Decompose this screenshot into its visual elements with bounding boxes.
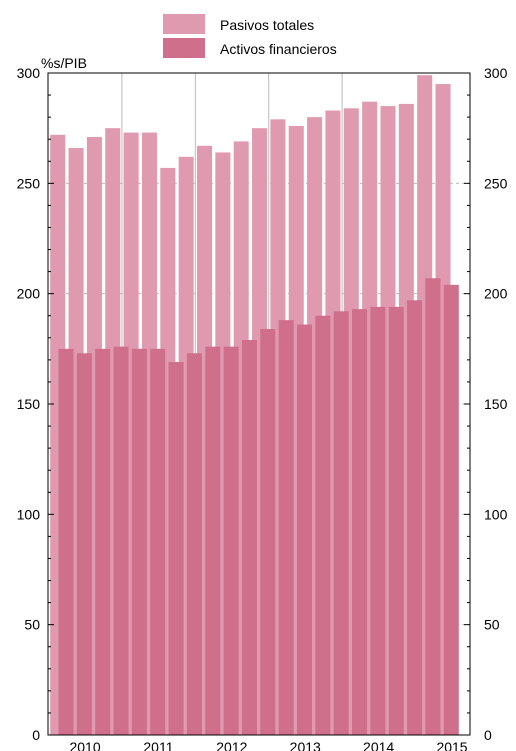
y-axis-label: %s/PIB — [41, 55, 87, 71]
legend-label-activos-financieros: Activos financieros — [220, 41, 337, 57]
bar-activos-financieros — [95, 348, 111, 735]
bar-activos-financieros — [150, 348, 166, 735]
bar-activos-financieros — [315, 315, 331, 735]
bar-activos-financieros — [131, 348, 147, 735]
y-tick-label-left: 250 — [17, 175, 41, 191]
bar-activos-financieros — [260, 328, 276, 735]
y-tick-label-left: 200 — [17, 286, 41, 302]
bar-activos-financieros — [113, 346, 129, 735]
bars — [50, 75, 459, 736]
bar-activos-financieros — [186, 353, 202, 735]
bar-activos-financieros — [168, 362, 184, 735]
x-tick-label: 2015 — [436, 739, 467, 751]
bar-activos-financieros — [352, 309, 368, 735]
x-tick-label: 2011 — [143, 739, 173, 751]
legend: Pasivos totales Activos financieros — [163, 14, 337, 58]
y-tick-label-right: 200 — [484, 286, 508, 302]
bar-activos-financieros — [443, 284, 459, 735]
bar-activos-financieros — [241, 340, 257, 735]
legend-swatch-pasivos-totales — [163, 14, 205, 34]
bar-activos-financieros — [333, 311, 349, 735]
x-tick-label: 2013 — [290, 739, 321, 751]
bar-activos-financieros — [205, 346, 221, 735]
y-tick-label-left: 150 — [17, 396, 41, 412]
bar-activos-financieros — [407, 300, 423, 735]
y-tick-label-left: 100 — [17, 506, 41, 522]
x-tick-label: 2014 — [363, 739, 394, 751]
ticks: 0 0 50 50 100 100 150 150 200 200 250 250 300 300 2010… — [17, 65, 508, 751]
bar-activos-financieros — [388, 306, 404, 735]
y-tick-label-right: 50 — [484, 617, 500, 633]
y-tick-label-right: 0 — [484, 727, 492, 743]
bar-activos-financieros — [223, 346, 239, 735]
legend-label-pasivos-totales: Pasivos totales — [220, 17, 314, 33]
bar-activos-financieros — [76, 353, 92, 735]
y-tick-label-left: 0 — [32, 727, 40, 743]
y-tick-label-right: 100 — [484, 506, 508, 522]
axes — [47, 72, 471, 736]
bar-activos-financieros — [425, 278, 441, 735]
y-tick-label-left: 300 — [17, 65, 41, 81]
bar-activos-financieros — [58, 348, 74, 735]
x-tick-label: 2010 — [69, 739, 100, 751]
bar-activos-financieros — [370, 306, 386, 735]
y-tick-label-right: 300 — [484, 65, 508, 81]
bar-activos-financieros — [296, 324, 313, 735]
y-tick-label-right: 150 — [484, 396, 508, 412]
legend-swatch-activos-financieros — [163, 38, 205, 58]
y-tick-label-left: 50 — [24, 617, 40, 633]
bar-activos-financieros — [278, 320, 294, 735]
x-tick-label: 2012 — [216, 739, 247, 751]
y-tick-label-right: 250 — [484, 175, 508, 191]
